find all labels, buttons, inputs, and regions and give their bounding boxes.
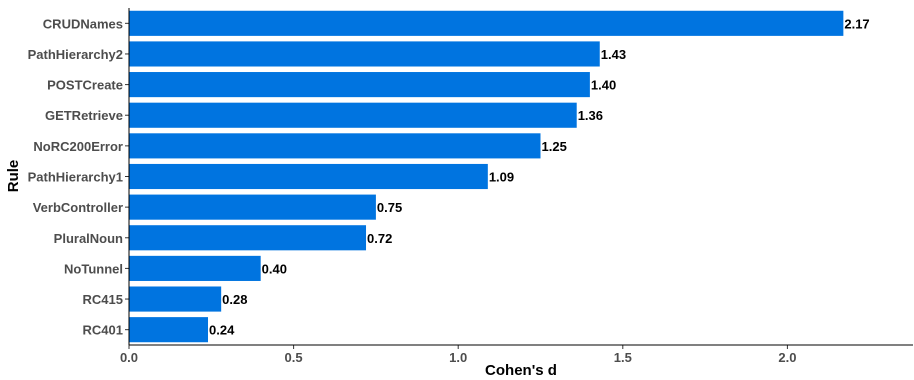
bars-layer <box>129 10 844 343</box>
bar <box>129 286 222 312</box>
bar <box>129 163 488 190</box>
bar-value-label: 0.40 <box>262 261 287 276</box>
x-tick-label: 0.0 <box>120 350 138 365</box>
bar <box>129 102 577 128</box>
data-labels-layer: 2.17 1.43 1.40 1.36 1.25 1.09 0.75 0.72 0.40 0.28… <box>209 16 870 337</box>
bar <box>129 194 376 220</box>
bar-value-label: 0.24 <box>209 323 235 338</box>
bar-value-label: 1.40 <box>591 78 616 93</box>
category-label: VerbController <box>33 200 123 215</box>
bar-value-label: 0.28 <box>222 292 247 307</box>
x-tick-label: 1.5 <box>614 350 632 365</box>
bar <box>129 255 261 281</box>
category-labels-layer: CRUDNames PathHierarchy2 POSTCreate GETRetr… <box>28 16 129 338</box>
bar-value-label: 0.72 <box>367 231 392 246</box>
category-label: POSTCreate <box>47 78 123 93</box>
x-tick-label: 2.0 <box>778 350 796 365</box>
bar-value-label: 1.09 <box>489 170 514 185</box>
bar-value-label: 0.75 <box>377 200 402 215</box>
y-axis-title: Rule <box>5 160 22 193</box>
bar <box>129 10 844 36</box>
category-label: PluralNoun <box>54 231 123 246</box>
category-label: PathHierarchy2 <box>28 47 123 62</box>
category-label: NoTunnel <box>64 261 123 276</box>
category-label: GETRetrieve <box>45 108 123 123</box>
category-label: RC415 <box>83 292 123 307</box>
bar-value-label: 1.25 <box>542 139 567 154</box>
bar-value-label: 1.43 <box>601 47 626 62</box>
bar <box>129 317 209 343</box>
category-label: NoRC200Error <box>33 139 123 154</box>
category-label: PathHierarchy1 <box>28 170 123 185</box>
x-tick-label: 0.5 <box>285 350 303 365</box>
bar <box>129 72 590 98</box>
category-label: CRUDNames <box>43 16 123 31</box>
bar <box>129 133 541 159</box>
x-tick-label: 1.0 <box>449 350 467 365</box>
x-axis-title: Cohen's d <box>485 362 557 379</box>
category-label: RC401 <box>83 323 123 338</box>
bar <box>129 41 600 67</box>
bar <box>129 225 367 251</box>
bar-value-label: 2.17 <box>844 16 869 31</box>
bar-value-label: 1.36 <box>578 108 603 123</box>
x-axis-ticks-layer: 0.0 0.5 1.0 1.5 2.0 <box>120 345 796 365</box>
